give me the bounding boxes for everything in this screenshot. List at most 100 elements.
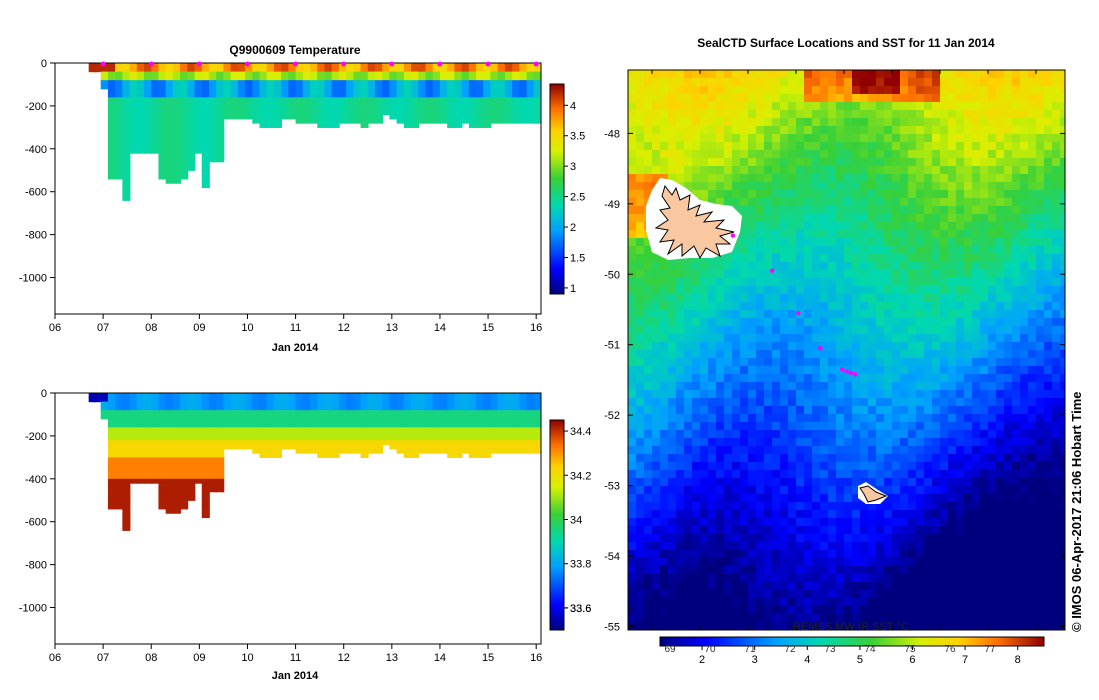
sst-cell [1052,462,1061,471]
sst-cell [1020,342,1029,351]
temperature-cell [331,80,340,86]
sst-cell [796,358,805,367]
sst-cell [844,126,853,135]
sst-cell [780,94,789,103]
sst-cell [1020,366,1029,375]
sst-cell [652,158,661,167]
temperature-cell [504,63,513,68]
temperature-cell [338,118,347,124]
sst-cell [852,214,861,223]
salinity-cell [273,435,282,441]
salinity-cell [201,453,210,458]
sst-cell [740,430,749,439]
salinity-cell [129,478,138,484]
sst-cell [1012,134,1021,143]
sst-cell [684,462,693,471]
salinity-cell [180,491,189,497]
temperature-cell [158,88,167,94]
sst-cell [788,102,797,111]
sst-cell [916,334,925,343]
sst-cell [924,198,933,207]
sst-cell [812,470,821,479]
sst-cell [972,270,981,279]
salinity-cell [107,474,116,480]
salinity-cell [122,453,131,458]
salinity-cell [172,453,181,458]
temperature-cell [526,80,535,86]
temperature-cell [483,123,492,128]
salinity-cell [447,418,456,424]
sst-cell [980,414,989,423]
temperature-cell [273,118,282,124]
salinity-cell [382,410,391,416]
temperature-cell [432,84,441,90]
salinity-cell [461,410,470,416]
temperature-cell [360,63,369,68]
salinity-cell [439,414,449,420]
salinity-cell [281,397,290,403]
sst-cell [860,430,869,439]
salinity-cell [389,418,398,424]
temperature-cell [310,88,319,94]
sst-cell [820,214,829,223]
salinity-cell [230,444,239,450]
salinity-cell [512,435,521,441]
sst-cell [916,374,925,383]
salinity-cell [223,431,232,437]
temperature-cell [122,97,131,103]
temperature-cell [165,135,174,141]
sst-cell [956,142,965,151]
salinity-cell [273,448,282,454]
sst-cell [756,422,765,431]
sst-cell [1028,438,1037,447]
sst-cell [1044,182,1053,191]
sst-cell [876,182,885,191]
sst-cell [764,294,773,303]
sst-cell [836,326,845,335]
temperature-cell [151,110,160,116]
temperature-cell [115,110,124,116]
sst-cell [764,70,773,79]
sst-cell [972,430,981,439]
temperature-cell [425,67,434,73]
sst-cell [828,462,837,471]
salinity-cell [346,401,355,407]
sst-cell [860,166,869,175]
temperature-cell [454,71,463,77]
sst-cell [972,254,981,263]
salinity-cell [122,521,131,527]
salinity-cell [216,418,225,424]
salinity-cell [115,448,124,454]
sst-cell [692,134,701,143]
sst-cell [764,438,773,447]
sst-cell [644,326,653,335]
sst-cell [972,462,981,471]
sst-cell [652,342,661,351]
sst-cell [1044,206,1053,215]
temperature-cell [158,127,167,133]
sst-cell [628,398,637,407]
sst-cell [780,350,789,359]
sst-cell [852,174,861,183]
sst-cell [684,398,693,407]
sst-cell [772,126,781,135]
sst-cell [796,286,805,295]
sst-cell [996,302,1005,311]
sst-cell [876,70,885,79]
salinity-cell [468,418,477,424]
salinity-cell [346,431,355,437]
salinity-cell [136,435,145,441]
temperature-cell [403,123,412,128]
salinity-cell [432,401,441,407]
sst-cell [1004,374,1013,383]
sst-cell [796,342,805,351]
salinity-cell [115,478,124,484]
sst-cell [748,222,757,231]
sst-cell [748,438,757,447]
salinity-cell [129,448,138,454]
sst-cell [788,414,797,423]
temperature-cell [129,131,138,137]
salinity-cell [115,461,124,467]
sst-cell [844,262,853,271]
salinity-cell [439,405,449,411]
